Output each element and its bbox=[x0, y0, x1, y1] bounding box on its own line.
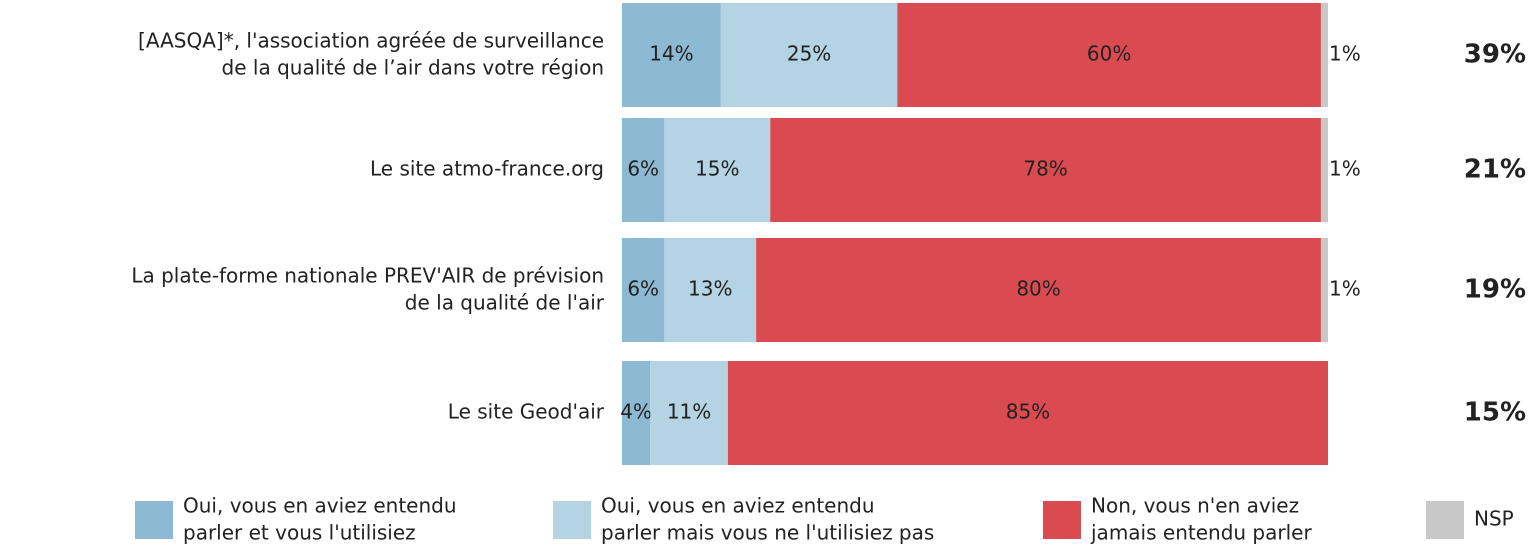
bar-segment bbox=[650, 361, 728, 465]
legend-swatch bbox=[553, 501, 591, 539]
bar-segment bbox=[720, 3, 898, 107]
bar-segment bbox=[897, 3, 1321, 107]
legend-swatch bbox=[135, 501, 173, 539]
bar-segment bbox=[727, 361, 1328, 465]
bar-segment bbox=[1320, 118, 1328, 222]
bar-segment bbox=[664, 238, 757, 342]
data-label: 1% bbox=[1329, 157, 1361, 181]
data-label: 14% bbox=[649, 42, 693, 66]
data-label: 85% bbox=[1006, 400, 1050, 424]
category-label: La plate-forme nationale PREV'AIR de pré… bbox=[131, 263, 604, 314]
bar-segment bbox=[664, 118, 771, 222]
legend-swatch bbox=[1043, 501, 1081, 539]
data-label: 6% bbox=[627, 157, 659, 181]
total-label: 21% bbox=[1464, 155, 1526, 185]
total-label: 19% bbox=[1464, 275, 1526, 305]
data-label: 1% bbox=[1329, 277, 1361, 301]
category-label: Le site Geod'air bbox=[448, 400, 605, 424]
bar-segment bbox=[622, 361, 651, 465]
data-label: 80% bbox=[1016, 277, 1060, 301]
category-label: Le site atmo-france.org bbox=[370, 157, 604, 181]
data-label: 60% bbox=[1087, 42, 1131, 66]
data-label: 25% bbox=[787, 42, 831, 66]
total-label: 15% bbox=[1464, 398, 1526, 428]
bar-segment bbox=[1320, 3, 1328, 107]
data-label: 15% bbox=[695, 157, 739, 181]
legend-label: Non, vous n'en aviez jamais entendu parle… bbox=[1090, 493, 1312, 544]
category-label: [AASQA]*, l'association agréée de survei… bbox=[138, 28, 604, 79]
data-label: 11% bbox=[667, 400, 711, 424]
bar-segment bbox=[622, 3, 721, 107]
data-label: 13% bbox=[688, 277, 732, 301]
total-label: 39% bbox=[1464, 40, 1526, 70]
bar-segment bbox=[622, 118, 665, 222]
data-label: 4% bbox=[620, 400, 652, 424]
legend-label: NSP bbox=[1474, 507, 1514, 531]
data-label: 1% bbox=[1329, 42, 1361, 66]
bar-segment bbox=[1320, 238, 1328, 342]
legend-label: Oui, vous en aviez entendu parler et vous… bbox=[183, 493, 457, 544]
bar-segment bbox=[756, 238, 1321, 342]
legend-swatch bbox=[1426, 501, 1464, 539]
bar-segment bbox=[622, 238, 665, 342]
legend-label: Oui, vous en aviez entendu parler mais vo… bbox=[601, 493, 934, 544]
data-label: 78% bbox=[1023, 157, 1067, 181]
bar-segment bbox=[770, 118, 1321, 222]
data-label: 6% bbox=[627, 277, 659, 301]
